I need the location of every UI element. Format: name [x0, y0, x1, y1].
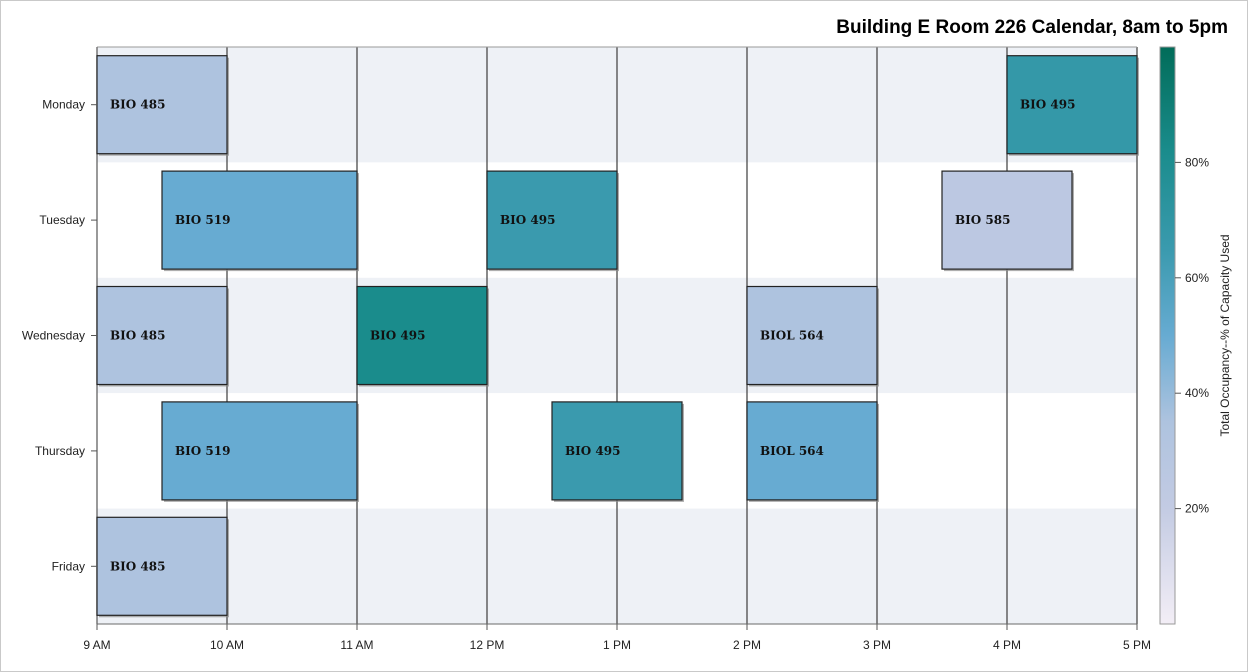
event-bar[interactable]: [96, 516, 228, 616]
y-tick-label: Thursday: [35, 444, 85, 458]
colorbar-tick-label: 20%: [1185, 502, 1209, 516]
event-bar-bio-485-friday[interactable]: BIO 485: [96, 516, 229, 618]
event-label: BIO 485: [110, 98, 165, 112]
event-bar-bio-495-monday[interactable]: BIO 495: [1006, 55, 1139, 156]
event-label: BIO 585: [955, 213, 1010, 227]
event-bar[interactable]: [746, 285, 878, 386]
event-label: BIOL 564: [760, 444, 824, 458]
event-label: BIO 495: [370, 329, 425, 343]
event-bar-bio-519-tuesday[interactable]: BIO 519: [161, 170, 359, 272]
y-tick-label: Wednesday: [22, 329, 85, 343]
event-bar-bio-495-tuesday[interactable]: BIO 495: [486, 170, 619, 272]
x-tick-label: 3 PM: [863, 638, 891, 652]
x-tick-label: 2 PM: [733, 638, 761, 652]
event-bar-bio-519-thursday[interactable]: BIO 519: [161, 401, 359, 502]
event-bar-biol-564-wednesday[interactable]: BIOL 564: [746, 285, 879, 387]
event-bar[interactable]: [486, 170, 618, 270]
event-label: BIO 485: [110, 329, 165, 343]
colorbar-title: Total Occupancy--% of Capacity Used: [1218, 234, 1232, 436]
colorbar: [1159, 46, 1176, 625]
event-bar-bio-495-wednesday[interactable]: BIO 495: [356, 285, 489, 387]
event-bar[interactable]: [1006, 55, 1138, 155]
event-bar[interactable]: [941, 170, 1073, 270]
event-label: BIO 519: [175, 213, 230, 227]
x-tick-label: 4 PM: [993, 638, 1021, 652]
event-bar[interactable]: [161, 170, 358, 270]
event-label: BIO 495: [565, 444, 620, 458]
event-bar-bio-495-thursday[interactable]: BIO 495: [551, 401, 684, 502]
colorbar-tick-label: 60%: [1185, 271, 1209, 285]
event-label: BIO 485: [110, 559, 165, 573]
y-tick-label: Tuesday: [39, 213, 85, 227]
x-tick-label: 1 PM: [603, 638, 631, 652]
x-tick-label: 10 AM: [210, 638, 244, 652]
x-tick-label: 9 AM: [83, 638, 110, 652]
event-label: BIOL 564: [760, 329, 824, 343]
event-bar[interactable]: [161, 401, 358, 501]
colorbar-tick-label: 40%: [1185, 386, 1209, 400]
y-tick-label: Monday: [42, 98, 85, 112]
colorbar-tick-label: 80%: [1185, 155, 1209, 169]
x-tick-label: 5 PM: [1123, 638, 1151, 652]
event-label: BIO 495: [1020, 98, 1075, 112]
event-label: BIO 519: [175, 444, 230, 458]
y-tick-label: Friday: [52, 559, 85, 573]
chart-title: Building E Room 226 Calendar, 8am to 5pm: [836, 17, 1228, 38]
event-bar[interactable]: [746, 401, 878, 501]
event-bar[interactable]: [96, 55, 228, 155]
event-bar[interactable]: [356, 285, 488, 386]
event-bar-bio-585-tuesday[interactable]: BIO 585: [941, 170, 1074, 272]
event-bar-bio-485-wednesday[interactable]: BIO 485: [96, 285, 229, 387]
event-bar-bio-485-monday[interactable]: BIO 485: [96, 55, 229, 156]
x-tick-label: 11 AM: [340, 638, 373, 652]
event-label: BIO 495: [500, 213, 555, 227]
event-bar[interactable]: [96, 285, 228, 386]
x-tick-label: 12 PM: [470, 638, 505, 652]
event-bar-biol-564-thursday[interactable]: BIOL 564: [746, 401, 879, 502]
event-bar[interactable]: [551, 401, 683, 501]
